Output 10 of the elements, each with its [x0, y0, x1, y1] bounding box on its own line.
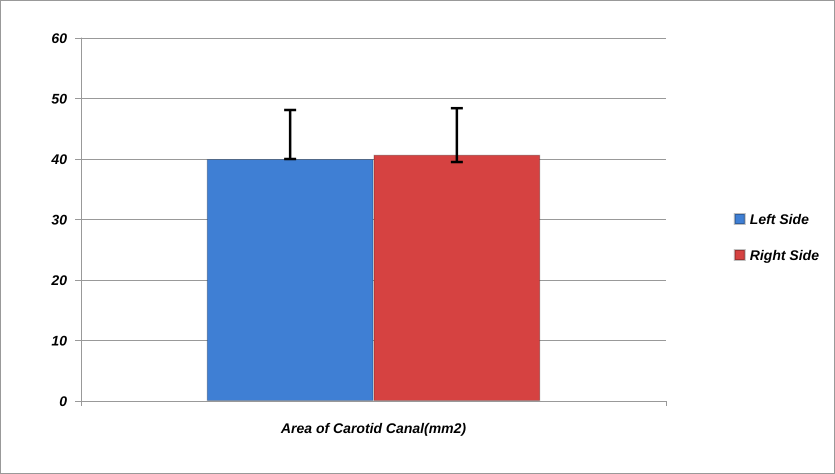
y-tick-label: 40 — [50, 151, 68, 167]
x-tick-label: Area of Carotid Canal(mm2) — [280, 420, 466, 436]
y-tick-label: 20 — [50, 272, 68, 288]
y-tick-label: 0 — [59, 393, 68, 409]
y-tick-label: 60 — [51, 30, 68, 46]
y-tick-label: 10 — [51, 332, 68, 348]
y-tick-label: 30 — [51, 212, 68, 228]
y-tick-label: 50 — [51, 90, 68, 106]
legend-label: Left Side — [750, 211, 810, 227]
legend-label: Right Side — [750, 247, 820, 263]
